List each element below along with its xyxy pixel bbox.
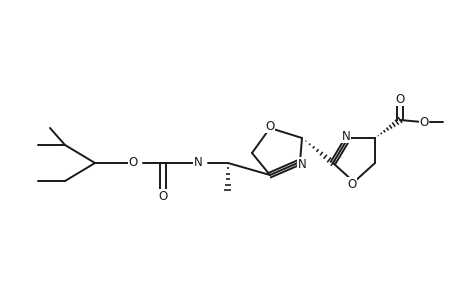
Text: O: O bbox=[158, 190, 167, 202]
Text: O: O bbox=[265, 119, 274, 133]
Text: N: N bbox=[297, 158, 306, 170]
Text: O: O bbox=[347, 178, 356, 190]
Text: N: N bbox=[193, 157, 202, 169]
Text: O: O bbox=[419, 116, 428, 128]
Text: N: N bbox=[341, 130, 350, 142]
Text: O: O bbox=[128, 157, 137, 169]
Text: O: O bbox=[395, 92, 404, 106]
